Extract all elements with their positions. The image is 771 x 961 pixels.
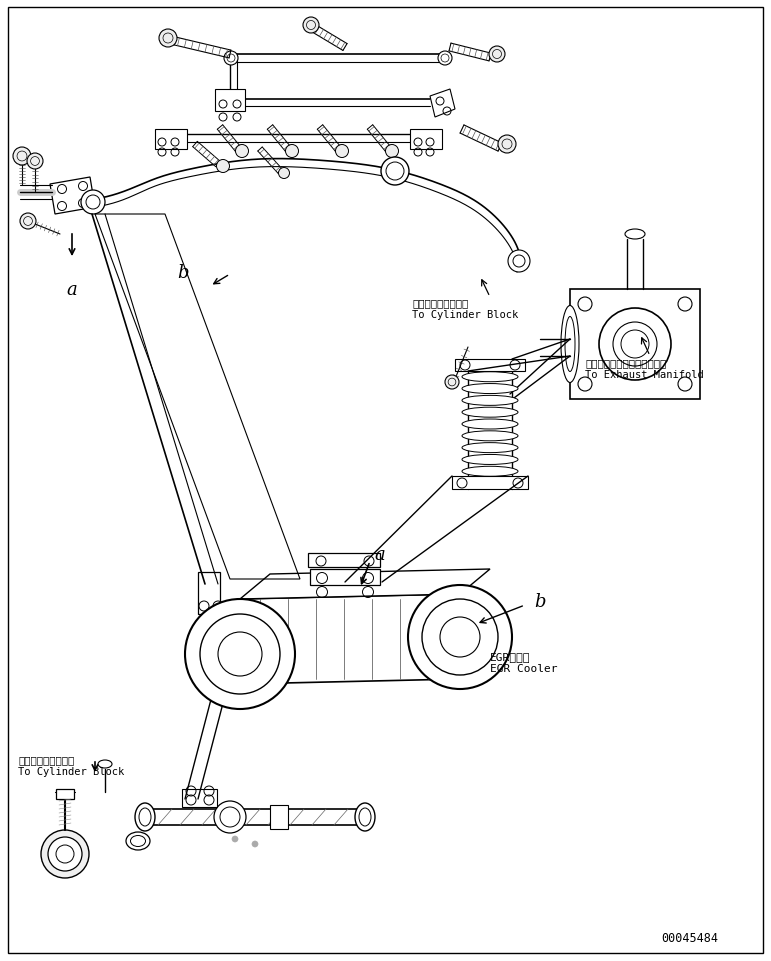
Ellipse shape [126,832,150,850]
Bar [310,570,380,585]
Circle shape [285,145,298,159]
Circle shape [81,191,105,214]
Circle shape [185,600,295,709]
Text: a: a [66,281,77,299]
Ellipse shape [462,420,518,430]
Ellipse shape [462,443,518,454]
Text: b: b [534,592,546,610]
Ellipse shape [462,455,518,465]
Circle shape [438,52,452,66]
Circle shape [578,298,592,311]
Ellipse shape [462,467,518,477]
Polygon shape [240,570,490,600]
Circle shape [13,148,31,166]
Circle shape [445,376,459,389]
Text: b: b [177,263,189,282]
Text: EGRクーラ
EGR Cooler: EGRクーラ EGR Cooler [490,652,557,673]
Circle shape [41,830,89,878]
Circle shape [20,213,36,230]
Circle shape [27,154,43,170]
Circle shape [214,801,246,833]
Circle shape [48,837,82,871]
Ellipse shape [462,407,518,418]
Polygon shape [240,595,460,684]
Ellipse shape [98,760,112,768]
Bar [155,130,187,150]
Circle shape [200,614,280,694]
Polygon shape [430,90,455,118]
Text: エキゾーストマニホールドへ
To Exhaust Manifold: エキゾーストマニホールドへ To Exhaust Manifold [585,357,704,380]
Circle shape [613,323,657,366]
Bar [56,789,74,800]
Bar [215,90,245,111]
Circle shape [217,160,230,173]
Bar [410,130,442,150]
Bar [452,477,528,489]
Circle shape [235,145,248,159]
Bar [198,573,220,614]
Text: シリンダブロックへ
To Cylinder Block: シリンダブロックへ To Cylinder Block [18,754,124,776]
Circle shape [498,136,516,154]
Bar [308,554,380,567]
Circle shape [422,600,498,676]
Ellipse shape [355,803,375,831]
Text: シリンダブロックへ
To Cylinder Block: シリンダブロックへ To Cylinder Block [412,298,518,319]
Circle shape [381,158,409,185]
Bar [455,359,525,372]
Bar [182,789,217,807]
Ellipse shape [625,230,645,239]
Circle shape [278,168,289,180]
Ellipse shape [462,360,518,371]
Circle shape [578,378,592,391]
Circle shape [252,841,258,847]
Circle shape [678,378,692,391]
Ellipse shape [462,384,518,394]
Circle shape [508,251,530,273]
Circle shape [159,30,177,48]
Polygon shape [50,178,95,214]
Circle shape [599,308,671,381]
Text: a: a [375,546,386,563]
Ellipse shape [561,307,579,383]
Circle shape [335,145,348,159]
Circle shape [224,52,238,66]
Ellipse shape [462,372,518,382]
Circle shape [489,47,505,62]
Bar [270,805,288,829]
Ellipse shape [135,803,155,831]
Circle shape [408,585,512,689]
Circle shape [303,18,319,34]
Circle shape [232,836,238,842]
Text: 00045484: 00045484 [661,931,718,944]
Circle shape [678,298,692,311]
Bar [570,289,700,400]
Ellipse shape [462,431,518,441]
Circle shape [386,145,399,159]
Ellipse shape [462,396,518,406]
